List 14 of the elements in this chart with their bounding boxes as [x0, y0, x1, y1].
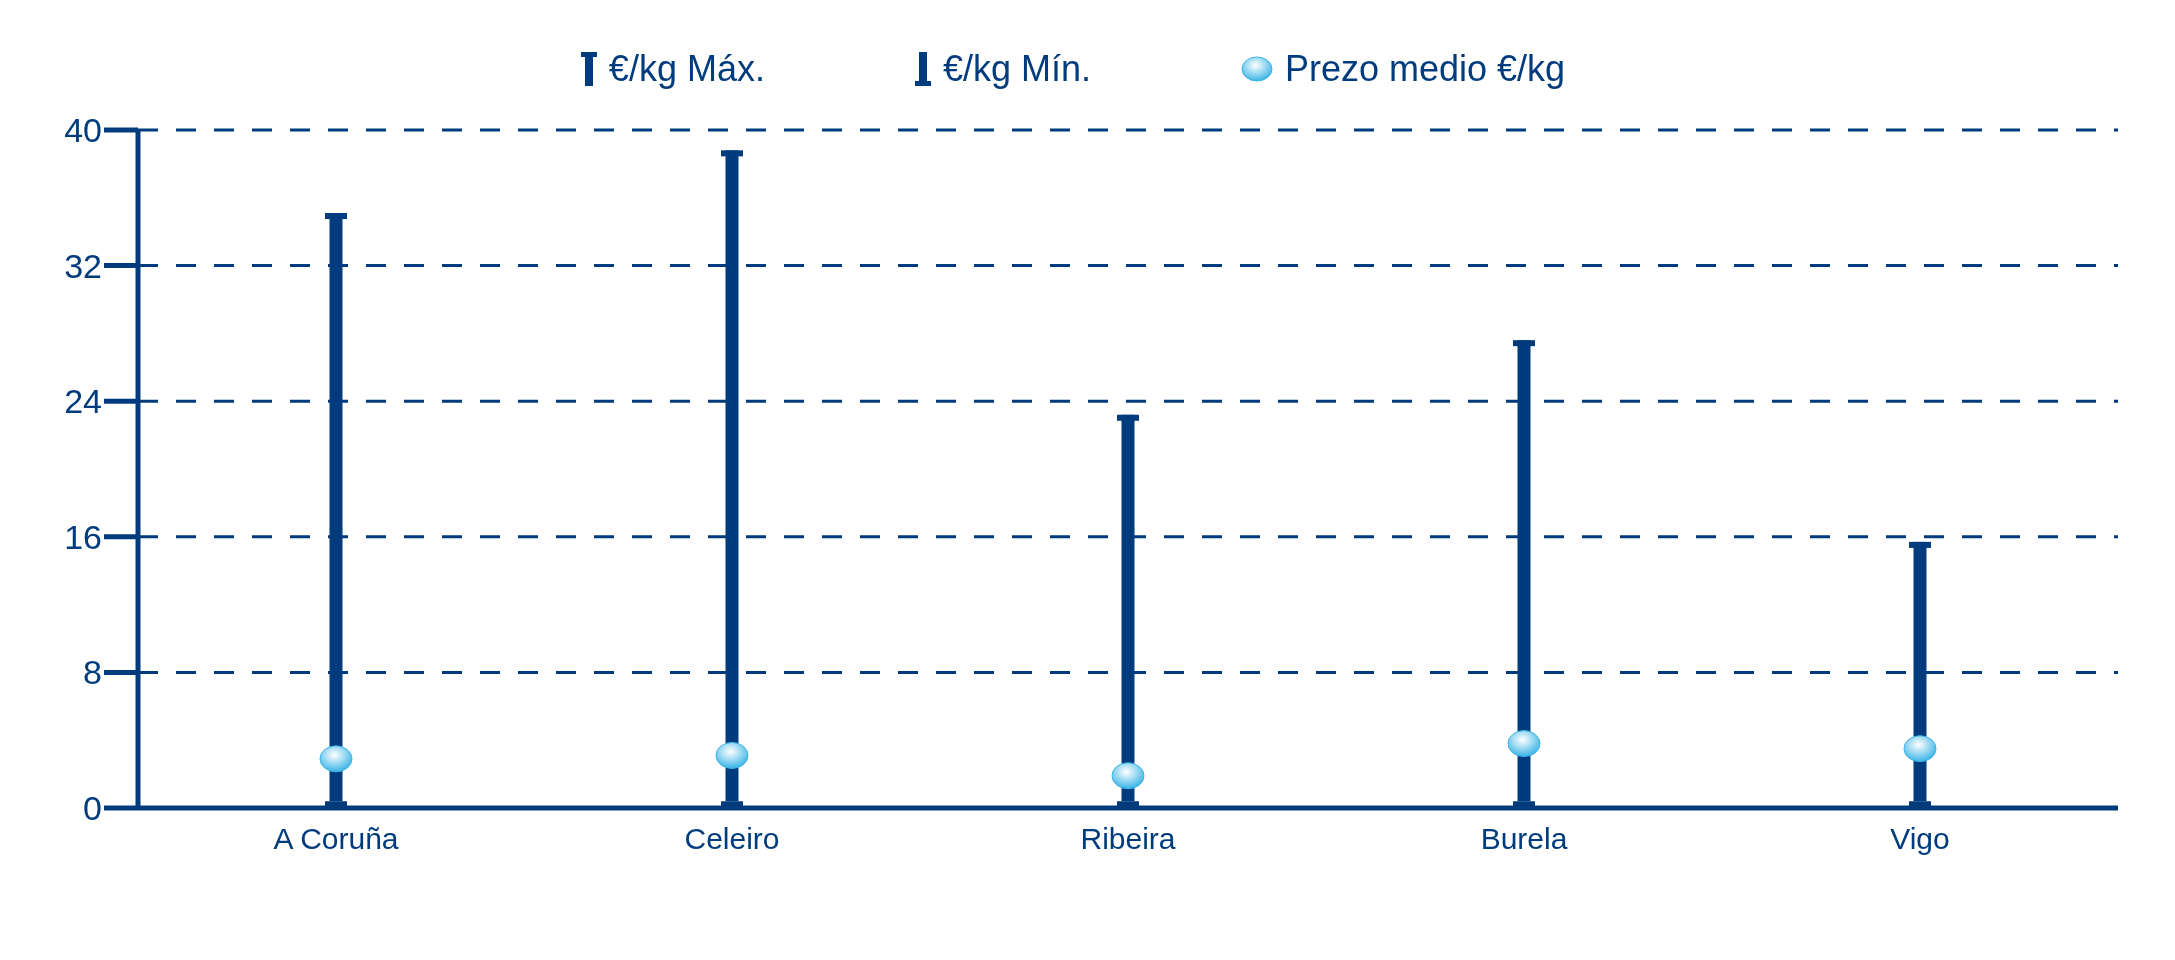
- x-tick-label: Vigo: [1890, 822, 1950, 856]
- y-tick-label: 8: [83, 653, 102, 692]
- x-tick-label: A Coruña: [273, 822, 399, 856]
- legend-label: €/kg Mín.: [942, 48, 1091, 90]
- y-tick-label: 32: [64, 246, 102, 285]
- y-tick-label: 40: [64, 111, 102, 150]
- y-tick-label: 24: [64, 382, 102, 421]
- x-tick-label: Celeiro: [684, 822, 780, 856]
- legend-label: Prezo medio €/kg: [1284, 48, 1566, 90]
- y-tick-label: 0: [83, 789, 102, 828]
- legend-label: €/kg Máx.: [608, 48, 765, 90]
- y-tick-label: 16: [64, 517, 102, 556]
- x-tick-label: Ribeira: [1080, 822, 1176, 856]
- x-tick-label: Burela: [1480, 822, 1568, 856]
